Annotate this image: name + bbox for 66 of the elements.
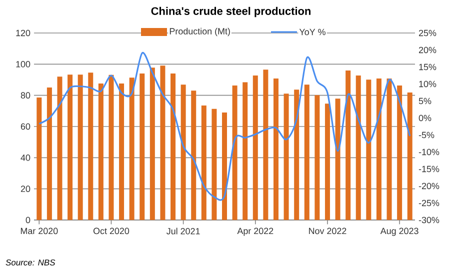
y2-tick-label: 25% bbox=[418, 30, 436, 36]
bar bbox=[88, 72, 94, 220]
x-tick-label: Jul 2021 bbox=[166, 228, 200, 234]
y2-tick-label: 0% bbox=[418, 114, 432, 122]
chart-title: China's crude steel production bbox=[151, 6, 310, 18]
bar bbox=[314, 95, 320, 220]
y2-tick-label: -20% bbox=[418, 182, 440, 190]
bar bbox=[160, 66, 166, 220]
bar bbox=[386, 78, 392, 220]
bar bbox=[98, 83, 104, 220]
bar bbox=[129, 78, 134, 220]
legend-label: Production (Mt) bbox=[170, 28, 230, 36]
y-tick-label: 0 bbox=[26, 216, 30, 224]
bar bbox=[222, 112, 228, 220]
bar bbox=[140, 74, 145, 220]
bar bbox=[191, 90, 196, 220]
y-tick-label: 120 bbox=[16, 30, 30, 36]
y-tick-label: 20 bbox=[20, 186, 30, 192]
source-note: Source: NBS bbox=[6, 259, 56, 266]
bar bbox=[263, 70, 268, 220]
bar bbox=[150, 68, 155, 220]
x-tick-label: Aug 2023 bbox=[380, 228, 418, 236]
y2-tick-label: -25% bbox=[418, 200, 440, 206]
y-tick-label: 100 bbox=[16, 60, 30, 68]
x-tick-label: Mar 2020 bbox=[20, 228, 58, 234]
y2-tick-label: 20% bbox=[418, 46, 436, 54]
bar bbox=[346, 70, 351, 220]
bar bbox=[119, 83, 124, 220]
bar bbox=[46, 88, 52, 220]
x-tick-label: Oct 2020 bbox=[93, 228, 130, 234]
bar bbox=[273, 78, 278, 220]
bar bbox=[232, 86, 238, 220]
bar bbox=[180, 84, 186, 220]
x-tick-label: Nov 2022 bbox=[309, 228, 346, 234]
y2-tick-label: 5% bbox=[418, 98, 432, 104]
bar bbox=[242, 82, 248, 220]
legend-label: YoY % bbox=[299, 28, 326, 36]
y2-tick-label: -5% bbox=[418, 132, 434, 138]
y-tick-label: 60 bbox=[20, 123, 30, 130]
bar bbox=[407, 92, 412, 220]
bar bbox=[57, 76, 62, 220]
bar bbox=[170, 74, 176, 220]
y-tick-label: 80 bbox=[20, 92, 30, 99]
bar bbox=[397, 86, 402, 220]
bar bbox=[212, 108, 217, 220]
bar bbox=[356, 76, 361, 220]
bar bbox=[376, 78, 382, 220]
y2-tick-label: -30% bbox=[418, 216, 440, 224]
bar bbox=[68, 74, 73, 220]
x-tick-label: Apr 2022 bbox=[237, 228, 274, 236]
bar bbox=[284, 94, 289, 220]
bar bbox=[108, 74, 114, 220]
bar bbox=[78, 74, 83, 220]
bar bbox=[36, 98, 42, 220]
bar bbox=[324, 104, 330, 220]
y2-tick-label: -15% bbox=[418, 166, 440, 172]
bar bbox=[304, 84, 310, 220]
y2-tick-label: -10% bbox=[418, 148, 440, 156]
bar bbox=[366, 80, 372, 220]
y-tick-label: 40 bbox=[20, 154, 30, 161]
y2-tick-label: 15% bbox=[419, 64, 436, 70]
y2-tick-label: 10% bbox=[419, 80, 436, 88]
bar bbox=[294, 90, 300, 220]
bar bbox=[252, 76, 258, 220]
bar bbox=[201, 105, 206, 220]
bar bbox=[335, 98, 340, 220]
